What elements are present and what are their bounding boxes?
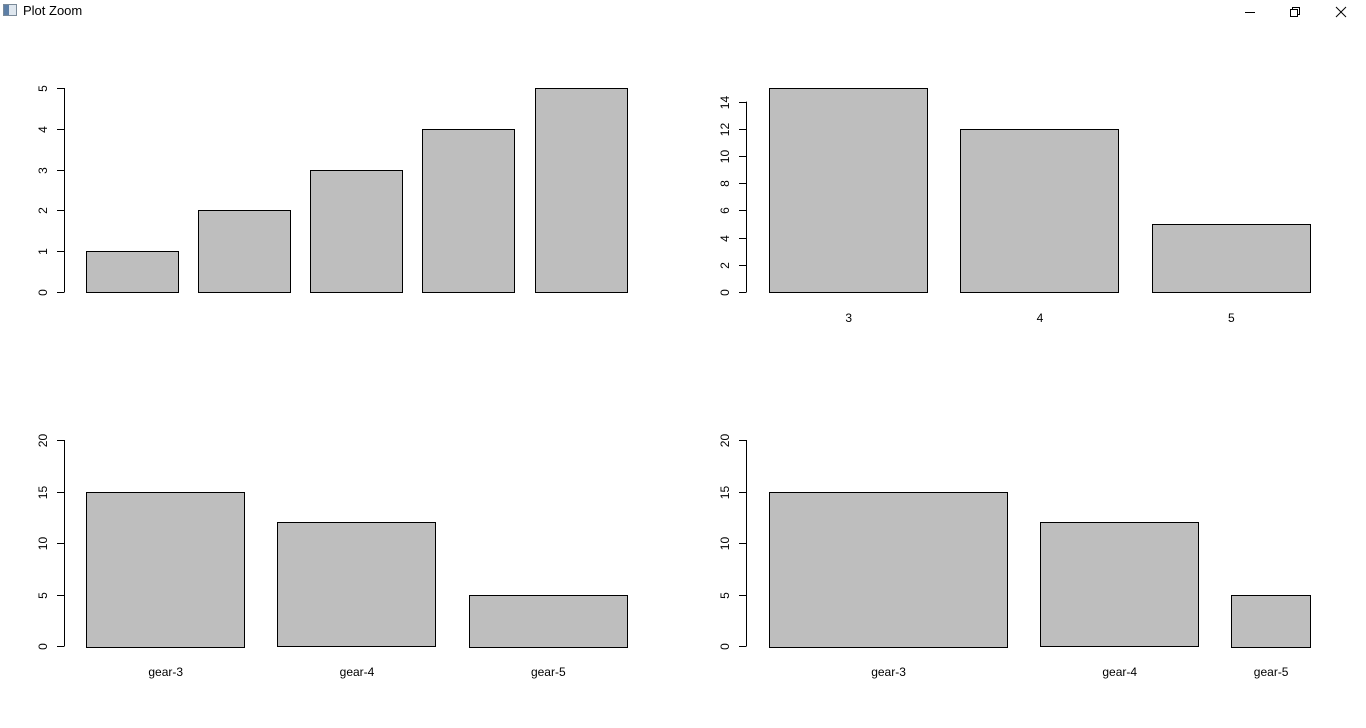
app-icon: [3, 4, 17, 16]
y-tick-label: 5: [718, 592, 732, 599]
restore-button[interactable]: [1272, 0, 1318, 24]
y-tick-label: 5: [36, 592, 50, 599]
y-tick-label: 15: [718, 486, 732, 500]
minimize-button[interactable]: [1227, 0, 1273, 24]
bar: [277, 522, 436, 647]
bar: [960, 129, 1119, 293]
y-tick-label: 0: [718, 289, 732, 296]
y-tick-label: 4: [718, 235, 732, 242]
y-tick-label: 10: [718, 150, 732, 164]
window-title: Plot Zoom: [23, 3, 83, 18]
close-button[interactable]: [1318, 0, 1364, 24]
y-tick-label: 2: [36, 207, 50, 214]
restore-icon: [1290, 7, 1300, 17]
y-tick-label: 3: [36, 167, 50, 174]
y-tick-label: 20: [36, 434, 50, 448]
bar: [1152, 224, 1311, 293]
bar: [86, 492, 245, 648]
y-tick-label: 0: [36, 289, 50, 296]
y-tick-label: 1: [36, 248, 50, 255]
bar: [422, 129, 515, 293]
x-tick-label: 3: [845, 311, 852, 325]
y-tick-label: 2: [718, 262, 732, 269]
y-tick-label: 10: [718, 537, 732, 551]
x-tick-label: gear-3: [148, 665, 183, 679]
bar: [198, 210, 291, 293]
minimize-icon: [1245, 12, 1255, 13]
y-tick-label: 0: [718, 643, 732, 650]
bar: [86, 251, 179, 293]
x-tick-label: gear-5: [531, 665, 566, 679]
bar: [310, 170, 403, 293]
x-tick-label: gear-4: [1102, 665, 1137, 679]
y-tick-label: 4: [36, 126, 50, 133]
title-bar: Plot Zoom: [0, 0, 1366, 24]
bar: [535, 88, 628, 293]
x-tick-label: gear-3: [871, 665, 906, 679]
y-tick-label: 10: [36, 537, 50, 551]
x-tick-label: 4: [1037, 311, 1044, 325]
x-tick-label: 5: [1228, 311, 1235, 325]
y-tick-label: 15: [36, 486, 50, 500]
bar: [469, 595, 628, 648]
y-tick-label: 0: [36, 643, 50, 650]
bar: [1231, 595, 1311, 648]
y-tick-label: 20: [718, 434, 732, 448]
x-tick-label: gear-4: [340, 665, 375, 679]
bar: [769, 88, 928, 293]
y-tick-label: 5: [36, 85, 50, 92]
x-tick-label: gear-5: [1254, 665, 1289, 679]
y-tick-label: 6: [718, 207, 732, 214]
y-tick-label: 14: [718, 96, 732, 110]
bar: [1040, 522, 1199, 647]
bar: [769, 492, 1008, 648]
y-tick-label: 12: [718, 123, 732, 137]
y-tick-label: 8: [718, 180, 732, 187]
close-icon: [1335, 6, 1347, 18]
